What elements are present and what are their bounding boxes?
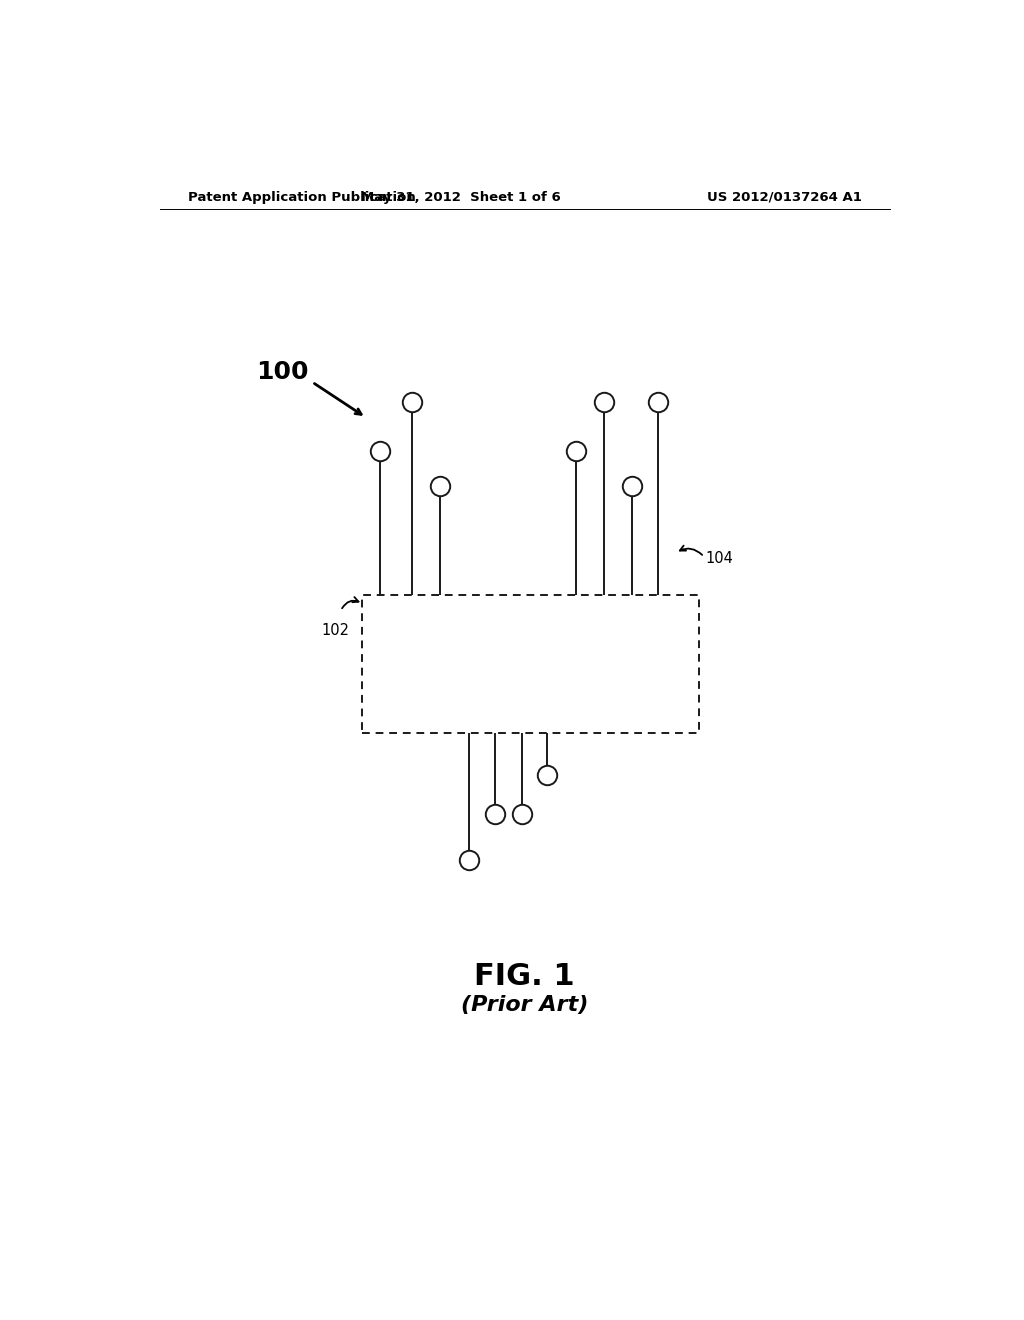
Text: FIG. 1: FIG. 1 <box>474 962 575 991</box>
Text: May 31, 2012  Sheet 1 of 6: May 31, 2012 Sheet 1 of 6 <box>361 190 561 203</box>
Text: 102: 102 <box>322 623 349 638</box>
Bar <box>362 595 699 733</box>
Text: US 2012/0137264 A1: US 2012/0137264 A1 <box>708 190 862 203</box>
Text: Patent Application Publication: Patent Application Publication <box>187 190 416 203</box>
Text: 104: 104 <box>706 552 733 566</box>
Text: 100: 100 <box>257 360 309 384</box>
Text: (Prior Art): (Prior Art) <box>461 995 589 1015</box>
